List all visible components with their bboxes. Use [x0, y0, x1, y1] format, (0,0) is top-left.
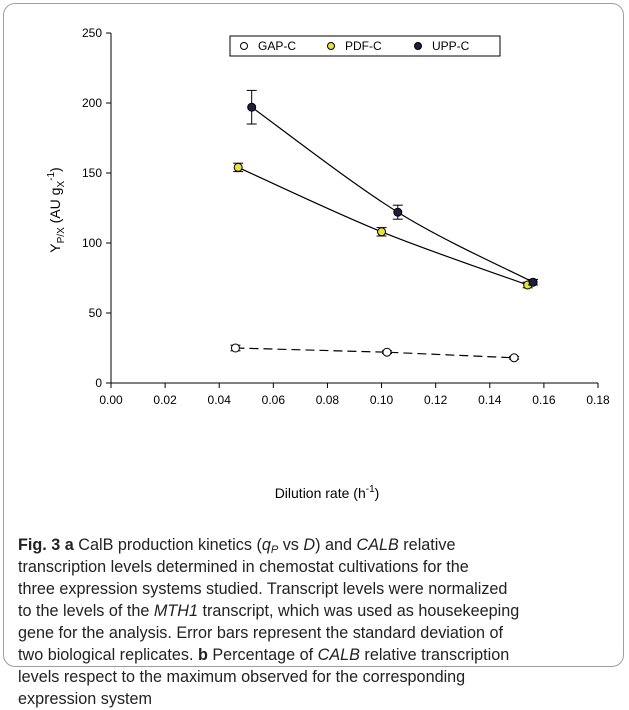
- figure-caption: Fig. 3 a CalB production kinetics (qP vs…: [18, 534, 610, 710]
- caption-line: gene for the analysis. Error bars repres…: [18, 624, 504, 642]
- caption-line: expression system: [18, 690, 153, 708]
- x-tick-label: 0.06: [262, 393, 286, 407]
- legend-box: [229, 35, 501, 57]
- figure-label: Fig. 3: [18, 536, 61, 554]
- data-point-upp-c: [393, 207, 403, 217]
- y-tick-label: 150: [82, 166, 102, 180]
- legend-label-pdf-c: PDF-C: [345, 39, 382, 53]
- y-axis-label: YP/X (AU gX-1): [46, 167, 67, 252]
- x-tick-label: 0.10: [370, 393, 394, 407]
- panel-a-label: a: [64, 536, 74, 554]
- x-tick-label: 0.16: [532, 393, 556, 407]
- caption-line: to the levels of the MTH1 transcript, wh…: [18, 602, 520, 620]
- legend-label-upp-c: UPP-C: [432, 39, 470, 53]
- legend-label-gap-c: GAP-C: [258, 39, 296, 53]
- legend-marker-pdf-c: [327, 42, 335, 50]
- series-line-pdf-c: [237, 166, 528, 286]
- chart: 0.00 0.02 0.04 0.06 0.08 0.10 0.12 0.14 0.16 0.18…: [46, 26, 610, 501]
- caption-line: levels respect to the maximum observed f…: [18, 668, 466, 686]
- data-point-gap-c: [509, 353, 519, 363]
- x-tick-label: 0.12: [424, 393, 448, 407]
- series-line-upp-c: [251, 106, 534, 283]
- x-tick-label: 0.00: [99, 393, 123, 407]
- data-point-upp-c: [528, 277, 538, 287]
- series-line-gap-c: [235, 347, 515, 359]
- y-tick-label: 0: [95, 376, 102, 390]
- figure-frame: [3, 3, 624, 667]
- x-tick-label: 0.18: [586, 393, 610, 407]
- caption-line: two biological replicates. b Percentage …: [18, 646, 510, 664]
- caption-line: transcription levels determined in chemo…: [18, 558, 469, 576]
- data-point-gap-c: [382, 347, 392, 357]
- data-point-gap-c: [230, 343, 240, 353]
- x-tick-label: 0.02: [153, 393, 177, 407]
- data-point-pdf-c: [377, 227, 387, 237]
- plot-area: 0.00 0.02 0.04 0.06 0.08 0.10 0.12 0.14 0.16 0.18…: [82, 26, 610, 407]
- legend-marker-gap-c: [240, 42, 248, 50]
- x-tick-label: 0.14: [478, 393, 502, 407]
- data-point-upp-c: [247, 102, 257, 112]
- data-point-pdf-c: [233, 162, 243, 172]
- x-tick-label: 0.04: [208, 393, 232, 407]
- panel-b-label: b: [197, 646, 208, 664]
- y-tick-label: 100: [82, 236, 102, 250]
- y-tick-label: 50: [89, 306, 103, 320]
- caption-line: three expression systems studied. Transc…: [18, 580, 508, 598]
- x-axis-label: Dilution rate (h-1): [275, 484, 380, 501]
- caption-line: Fig. 3 a CalB production kinetics (qP vs…: [18, 536, 456, 556]
- y-tick-label: 250: [82, 26, 102, 40]
- legend-marker-upp-c: [414, 42, 422, 50]
- legend: GAP-C PDF-C UPP-C: [229, 35, 501, 57]
- y-tick-label: 200: [82, 96, 102, 110]
- x-tick-label: 0.08: [316, 393, 340, 407]
